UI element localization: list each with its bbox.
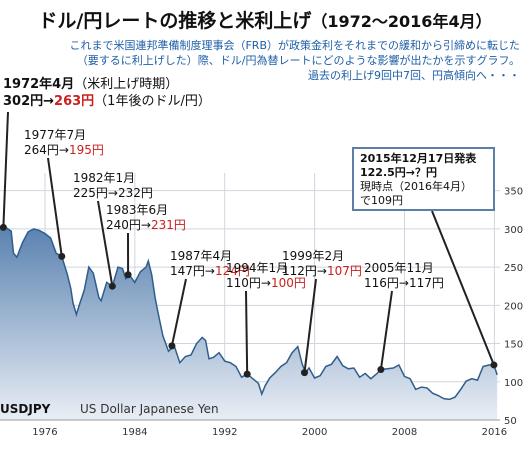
annotation-1987: 1987年4月 147円→124円 — [170, 249, 250, 279]
x-tick-label-2008: 2008 — [392, 427, 417, 438]
x-tick-label-1984: 1984 — [122, 427, 147, 438]
annotation-1987-from: 147円→ — [170, 264, 215, 278]
annotation-1994-from: 110円→ — [226, 276, 271, 290]
x-tick-label-1976: 1976 — [32, 427, 57, 438]
annotation-1983-from: 240円→ — [106, 218, 151, 232]
grid-lines — [0, 173, 500, 420]
annotation-1994-date: 1994年1月 — [226, 261, 289, 275]
chart-title-main: ドル/円レートの推移と米利上げ — [38, 10, 312, 32]
annotation-2005-from: 116円→ — [364, 276, 409, 290]
annotation-1999: 1999年2月 112円→107円 — [282, 249, 362, 279]
annotation-2015-box: 2015年12月17日発表 122.5円→？円 現時点（2016年4月） で10… — [352, 147, 495, 211]
y-tick-label-350: 350 — [504, 187, 523, 198]
event-marker-1972 — [0, 223, 7, 231]
event-marker-2005 — [377, 366, 385, 374]
annotation-1994: 1994年1月 110円→100円 — [226, 261, 306, 291]
series-ticker: USDJPY — [0, 402, 51, 416]
annotation-1987-to: 124円 — [214, 264, 250, 278]
event-marker-1999 — [300, 369, 308, 377]
annotation-1972: 1972年4月（米利上げ時期） 302円→263円（1年後のドル/円） — [3, 76, 211, 110]
annotation-1972-from: 302円→ — [3, 94, 55, 109]
y-tick-label-100: 100 — [504, 378, 523, 389]
annotation-1972-note2: （1年後のドル/円） — [94, 94, 211, 109]
y-tick-label-250: 250 — [504, 263, 523, 274]
leader-line-2015 — [431, 210, 495, 366]
leader-line-1977 — [47, 157, 63, 257]
series-area — [0, 225, 498, 420]
annotation-1977-to: 195円 — [68, 143, 104, 157]
annotation-2005: 2005年11月 116円→117円 — [364, 261, 444, 291]
chart-description: これまで米国連邦準備制度理事会（FRB）が政策金利をそれまでの緩和から引締めに転… — [5, 38, 520, 83]
annotation-1977: 1977年7月 264円→195円 — [24, 128, 104, 158]
annotation-1972-note: （米利上げ時期） — [74, 77, 179, 92]
annotation-2015-line-3: 現時点（2016年4月） — [360, 180, 472, 193]
y-tick-label-150: 150 — [504, 340, 523, 351]
y-tick-label-50: 50 — [504, 416, 517, 427]
annotation-1999-from: 112円→ — [282, 264, 327, 278]
event-marker-1994 — [243, 370, 251, 378]
event-marker-1982 — [108, 282, 116, 290]
annotation-2015-line-1: 2015年12月17日発表 — [360, 152, 477, 165]
y-tick-label-300: 300 — [504, 225, 523, 236]
event-marker-1977 — [58, 252, 66, 260]
annotation-1982-to: 232円 — [117, 186, 153, 200]
annotation-1972-to: 263円 — [54, 94, 95, 109]
leader-line-1982 — [97, 200, 114, 287]
annotation-2005-to: 117円 — [408, 276, 444, 290]
series-description: US Dollar Japanese Yen — [80, 402, 219, 416]
annotation-1983-to: 231円 — [150, 218, 186, 232]
leader-line-2005 — [379, 290, 393, 370]
annotation-1999-to: 107円 — [326, 264, 362, 278]
x-tick-label-2000: 2000 — [302, 427, 327, 438]
event-marker-2015 — [490, 361, 498, 369]
annotation-1982-date: 1982年1月 — [73, 171, 136, 185]
leader-line-1999 — [303, 278, 317, 373]
event-marker-1987 — [168, 342, 176, 350]
leader-line-1972 — [2, 111, 9, 228]
x-tick-label-1992: 1992 — [212, 427, 237, 438]
description-line-2: （要するに利上げした）際、ドル/円為替レートにどのような影響が出たかを示すグラフ… — [76, 54, 520, 67]
axis-ticks: 50 100 150 200 250 300 350 1976 1984 1992 2000 2008… — [0, 187, 523, 438]
leader-line-1994 — [245, 290, 249, 375]
annotation-leaders — [0, 111, 498, 378]
series-line — [0, 225, 498, 401]
description-line-1: これまで米国連邦準備制度理事会（FRB）が政策金利をそれまでの緩和から引締めに転… — [69, 39, 520, 52]
chart-title-period: （1972～2016年4月） — [311, 12, 492, 31]
description-line-3: 過去の利上げ9回中7回、円高傾向へ・・・ — [308, 69, 520, 82]
annotation-2015-line-4: で109円 — [360, 194, 403, 207]
y-tick-label-200: 200 — [504, 301, 523, 312]
annotation-1982-from: 225円→ — [73, 186, 118, 200]
annotation-1982: 1982年1月 225円→232円 — [73, 171, 153, 201]
annotation-1994-to: 100円 — [270, 276, 306, 290]
annotation-1977-from: 264円→ — [24, 143, 69, 157]
annotation-2015-line-2: 122.5円→？円 — [360, 166, 438, 179]
annotation-1972-date: 1972年4月 — [3, 77, 75, 92]
annotation-2005-date: 2005年11月 — [364, 261, 434, 275]
event-marker-1983 — [124, 271, 132, 279]
annotation-1999-date: 1999年2月 — [282, 249, 345, 263]
annotation-1977-date: 1977年7月 — [24, 128, 87, 142]
x-tick-label-2016: 2016 — [482, 427, 507, 438]
annotation-1983-date: 1983年6月 — [106, 203, 169, 217]
annotation-1983: 1983年6月 240円→231円 — [106, 203, 186, 233]
chart-title: ドル/円レートの推移と米利上げ（1972～2016年4月） — [0, 6, 530, 33]
leader-line-1987 — [170, 278, 187, 347]
annotation-1987-date: 1987年4月 — [170, 249, 233, 263]
